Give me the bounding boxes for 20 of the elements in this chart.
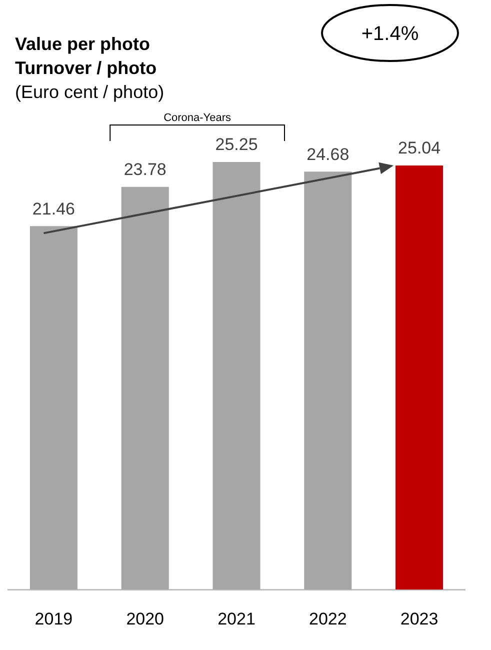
data-label: 25.04 [398, 138, 441, 158]
text: +1.4% [361, 23, 419, 45]
x-tick-label: 2021 [218, 609, 256, 628]
chart-subtitle: Turnover / photo [15, 58, 157, 79]
data-label: 25.25 [215, 135, 258, 154]
y-axis-title: (Euro cent / photo) [15, 82, 164, 103]
data-label: 21.46 [32, 199, 75, 218]
bar [121, 186, 169, 590]
bar [304, 172, 352, 590]
data-label: 24.68 [306, 144, 350, 164]
bar [30, 226, 78, 590]
bar [396, 166, 444, 590]
x-tick-label: 2023 [400, 609, 438, 628]
text: Corona-Years [164, 112, 232, 124]
data-label: 23.78 [124, 160, 166, 180]
x-tick-label: 2022 [308, 609, 347, 628]
x-tick-label: 2019 [34, 609, 73, 628]
chart-title: Value per photo [15, 34, 150, 55]
bar [212, 162, 260, 590]
x-tick-label: 2020 [126, 609, 164, 628]
